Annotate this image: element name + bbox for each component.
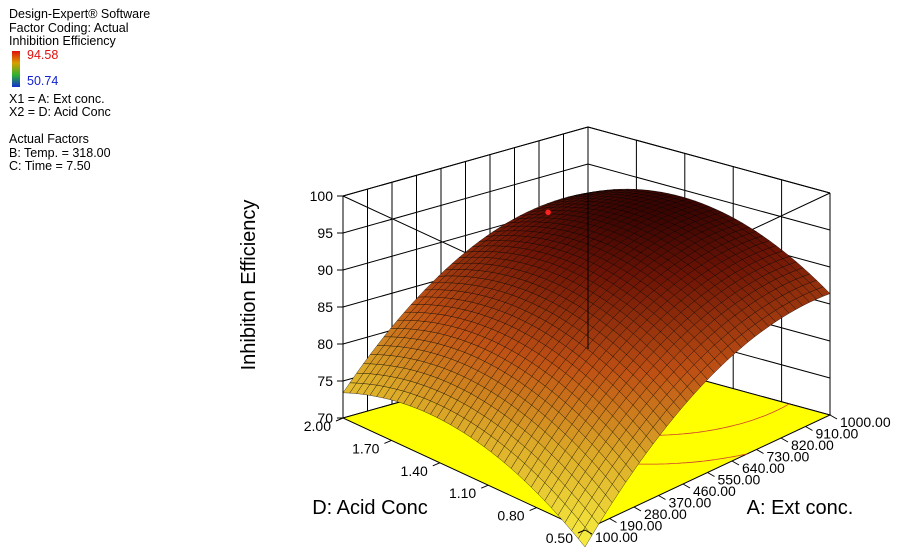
y-tick-mark	[432, 462, 440, 467]
x-axis-title: A: Ext conc.	[747, 497, 854, 519]
y-tick-label: 2.00	[304, 418, 331, 434]
x1-factor-label: X1 = A: Ext conc.	[9, 91, 105, 106]
y-tick-label: 1.40	[401, 463, 428, 479]
x-tick-label: 190.00	[620, 518, 663, 534]
x-tick-mark	[609, 518, 617, 523]
temp-factor-value: B: Temp. = 318.00	[9, 145, 111, 160]
y-tick-label: 0.80	[497, 508, 524, 524]
x-tick-label: 550.00	[718, 472, 761, 488]
x-tick-mark	[707, 472, 715, 477]
z-axis-title: Inhibition Efficiency	[238, 200, 260, 371]
x-tick-mark	[633, 506, 642, 512]
software-label: Design-Expert® Software	[9, 7, 151, 21]
design-point	[545, 209, 551, 216]
z-tick-label: 75	[317, 373, 333, 389]
y-tick-mark	[529, 507, 537, 512]
x-tick-label: 910.00	[816, 426, 859, 442]
x-tick-mark	[756, 449, 764, 454]
legend-max-value: 94.58	[27, 47, 59, 62]
x-tick-mark	[682, 483, 691, 489]
x-tick-label: 280.00	[644, 506, 687, 522]
z-tick-label: 70	[317, 410, 333, 426]
x-tick-label: 460.00	[693, 483, 736, 499]
z-tick-label: 85	[317, 299, 333, 315]
info-panel: Design-Expert® Software Factor Coding: A…	[9, 7, 151, 174]
x-tick-mark	[658, 495, 666, 500]
y-tick-label: 1.70	[352, 440, 379, 456]
x-tick-label: 730.00	[767, 449, 810, 465]
y-tick-mark	[577, 529, 586, 534]
x2-factor-label: X2 = D: Acid Conc	[9, 105, 111, 120]
axis-labels: 70 75 80 85 90 95 100 100.00190.00280.00370.004…	[238, 188, 891, 546]
x-tick-mark	[780, 437, 789, 443]
y-tick-mark	[384, 439, 392, 444]
z-tick-label: 95	[317, 225, 333, 241]
y-tick-label: 1.10	[449, 485, 476, 501]
y-tick-label: 0.50	[546, 530, 573, 546]
response-label: Inhibition Efficiency	[9, 34, 116, 49]
y-axis-title: D: Acid Conc	[312, 497, 428, 519]
x-tick-mark	[805, 426, 813, 431]
color-legend: 94.58 50.74	[9, 47, 150, 89]
z-tick-label: 80	[317, 336, 333, 352]
x-tick-label: 1000.00	[840, 414, 891, 430]
x-tick-mark	[584, 529, 593, 535]
x-tick-mark	[829, 414, 838, 420]
frame-edge	[342, 126, 589, 197]
z-tick-label: 90	[317, 262, 333, 278]
time-factor-value: C: Time = 7.50	[9, 159, 91, 174]
color-scale-bar	[12, 50, 20, 87]
legend-min-value: 50.74	[27, 73, 59, 88]
x-tick-label: 100.00	[595, 529, 638, 545]
x-tick-label: 640.00	[742, 460, 785, 476]
frame-edge	[587, 126, 831, 194]
grid-line	[587, 163, 831, 231]
factor-coding-label: Factor Coding: Actual	[9, 20, 129, 35]
actual-factors-title: Actual Factors	[9, 131, 89, 146]
x-tick-mark	[731, 460, 740, 466]
response-surface	[342, 188, 831, 548]
z-tick-label: 100	[310, 188, 334, 204]
x-tick-label: 370.00	[669, 495, 712, 511]
y-tick-mark	[481, 484, 489, 489]
x-tick-label: 820.00	[791, 437, 834, 453]
